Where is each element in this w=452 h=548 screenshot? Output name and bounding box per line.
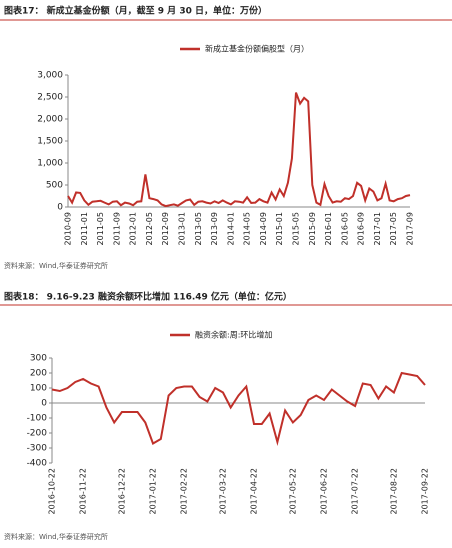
y-tick-label: 2,500 bbox=[37, 93, 63, 103]
x-tick-label: 2017-08-22 bbox=[389, 468, 398, 515]
x-tick-label: 2016-01 bbox=[324, 212, 333, 245]
y-tick-label: 1,500 bbox=[37, 137, 63, 147]
data-line bbox=[51, 371, 426, 446]
x-tick-label: 2017-09-22 bbox=[421, 468, 430, 515]
x-tick-label: 2010-09 bbox=[64, 212, 73, 245]
y-tick-label: 0 bbox=[41, 399, 47, 409]
x-tick-label: 2017-03-22 bbox=[218, 468, 227, 515]
x-tick-label: 2014-01 bbox=[226, 212, 235, 245]
x-tick-label: 2017-05 bbox=[389, 212, 398, 245]
legend-label: 新成立基金份额偏股型（月） bbox=[205, 44, 309, 54]
x-tick-label: 2017-04-22 bbox=[250, 468, 259, 515]
y-tick-label: -300 bbox=[27, 444, 48, 454]
x-tick-label: 2011-09 bbox=[112, 212, 121, 245]
x-tick-label: 2017-07-22 bbox=[351, 468, 360, 515]
x-tick-label: 2016-11-22 bbox=[79, 468, 88, 515]
x-tick-label: 2012-09 bbox=[161, 212, 170, 245]
x-tick-label: 2015-05 bbox=[292, 212, 301, 245]
x-tick-label: 2011-01 bbox=[80, 212, 89, 245]
y-tick-label: 100 bbox=[30, 384, 47, 394]
y-tick-label: -200 bbox=[27, 429, 48, 439]
x-tick-label: 2016-05 bbox=[340, 212, 349, 245]
y-tick-label: 1,000 bbox=[37, 159, 63, 169]
x-tick-label: 2017-09 bbox=[406, 212, 415, 245]
legend-label: 融资余额:周:环比增加 bbox=[195, 330, 272, 340]
y-tick-label: -400 bbox=[27, 459, 48, 469]
x-tick-label: 2017-02-22 bbox=[180, 468, 189, 515]
source-note: 资料来源：Wind,华泰证券研究所 bbox=[4, 532, 108, 541]
x-tick-label: 2016-10-22 bbox=[48, 468, 57, 515]
x-tick-label: 2017-06-22 bbox=[319, 468, 328, 515]
y-tick-label: 500 bbox=[46, 181, 63, 191]
x-tick-label: 2013-09 bbox=[210, 212, 219, 245]
x-tick-label: 2017-01 bbox=[373, 212, 382, 245]
y-tick-label: 200 bbox=[30, 369, 47, 379]
x-tick-label: 2016-12-22 bbox=[117, 468, 126, 515]
x-tick-label: 2014-05 bbox=[243, 212, 252, 245]
x-tick-label: 2012-01 bbox=[129, 212, 138, 245]
y-tick-label: 3,000 bbox=[37, 71, 63, 81]
y-tick-label: 2,000 bbox=[37, 115, 63, 125]
x-tick-label: 2015-09 bbox=[308, 212, 317, 245]
x-tick-label: 2013-01 bbox=[178, 212, 187, 245]
x-tick-label: 2015-01 bbox=[275, 212, 284, 245]
x-tick-label: 2012-05 bbox=[145, 212, 154, 245]
data-line bbox=[67, 92, 411, 208]
x-tick-label: 2014-09 bbox=[259, 212, 268, 245]
y-tick-label: 0 bbox=[57, 203, 63, 213]
x-tick-label: 2011-05 bbox=[96, 212, 105, 245]
x-tick-label: 2017-01-22 bbox=[149, 468, 158, 515]
figure-title: 图表17： 新成立基金份额（月，截至 9 月 30 日，单位：万份） bbox=[4, 5, 267, 17]
x-tick-label: 2017-05-22 bbox=[288, 468, 297, 515]
x-tick-label: 2016-09 bbox=[357, 212, 366, 245]
figure-title: 图表18： 9.16-9.23 融资余额环比增加 116.49 亿元（单位：亿元… bbox=[4, 291, 292, 303]
source-note: 资料来源：Wind,华泰证券研究所 bbox=[4, 261, 108, 270]
y-tick-label: -100 bbox=[27, 414, 48, 424]
x-tick-label: 2013-05 bbox=[194, 212, 203, 245]
y-tick-label: 300 bbox=[30, 354, 47, 364]
